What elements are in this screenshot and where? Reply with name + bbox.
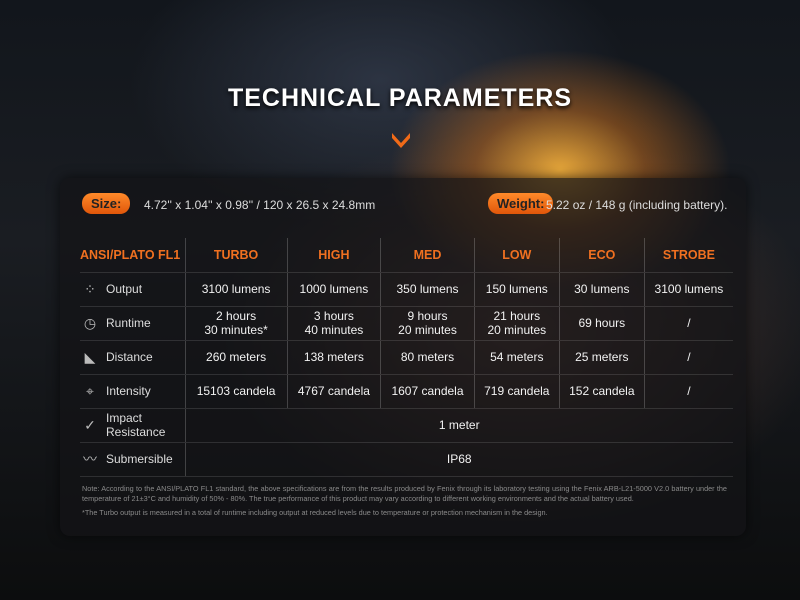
column-header: LOW: [473, 238, 560, 273]
distance-beam-icon: ◣: [84, 349, 96, 365]
table-cell: 25 meters: [558, 340, 645, 375]
size-value: 4.72'' x 1.04'' x 0.98'' / 120 x 26.5 x …: [144, 198, 376, 212]
table-row: 〰 Submersible IP68: [80, 442, 733, 477]
table-row: ◣ Distance 260 meters 138 meters 80 meters 54…: [80, 340, 733, 375]
table-cell: 3 hours 40 minutes: [286, 306, 381, 341]
table-cell: /: [643, 374, 733, 409]
row-label: Submersible: [106, 452, 173, 466]
row-label-cell: 〰 Submersible: [80, 442, 185, 477]
table-cell: /: [643, 340, 733, 375]
clock-icon: ◷: [83, 315, 97, 331]
row-label-cell: ⌖ Intensity: [80, 374, 185, 409]
impact-check-icon: ✓: [84, 417, 96, 433]
table-cell: /: [643, 306, 733, 341]
table-cell: 2 hours 30 minutes*: [184, 306, 288, 341]
row-label-cell: ⁘ Output: [80, 272, 185, 307]
note-text: Note: According to the ANSI/PLATO FL1 st…: [82, 484, 727, 518]
weight-badge: Weight:: [488, 193, 554, 214]
column-header: HIGH: [286, 238, 381, 273]
column-header: MED: [380, 238, 475, 273]
table-cell: 138 meters: [286, 340, 381, 375]
spec-table: ANSI/PLATO FL1 TURBO HIGH MED LOW ECO STROBE ⁘…: [80, 238, 733, 477]
crosshair-icon: ⌖: [86, 383, 94, 399]
spec-panel: Size: 4.72'' x 1.04'' x 0.98'' / 120 x 2…: [60, 178, 746, 536]
table-cell: 54 meters: [473, 340, 560, 375]
table-cell: 69 hours: [558, 306, 645, 341]
table-row: ◷ Runtime 2 hours 30 minutes* 3 hours 40 mi…: [80, 306, 733, 341]
footnote: *The Turbo output is measured in a total…: [82, 508, 548, 517]
table-cell: 152 candela: [558, 374, 645, 409]
size-badge: Size:: [82, 193, 131, 214]
water-wave-icon: 〰: [83, 451, 97, 467]
table-cell: 9 hours 20 minutes: [380, 306, 475, 341]
row-label: Runtime: [106, 316, 151, 330]
chevron-down-icon: [392, 133, 410, 148]
table-row: ✓ Impact Resistance 1 meter: [80, 408, 733, 443]
column-header: ECO: [558, 238, 645, 273]
table-header-row: ANSI/PLATO FL1 TURBO HIGH MED LOW ECO STROBE: [80, 238, 733, 273]
table-cell: 3100 lumens: [184, 272, 288, 307]
table-cell: 719 candela: [473, 374, 560, 409]
row-label: Impact Resistance: [106, 411, 166, 439]
table-cell: 350 lumens: [380, 272, 475, 307]
note: Note: According to the ANSI/PLATO FL1 st…: [82, 484, 727, 503]
merged-cell: IP68: [184, 442, 733, 477]
table-cell: 80 meters: [380, 340, 475, 375]
table-cell: 1607 candela: [380, 374, 475, 409]
row-label-cell: ◣ Distance: [80, 340, 185, 375]
table-row: ⌖ Intensity 15103 candela 4767 candela 1607 …: [80, 374, 733, 409]
column-header: TURBO: [184, 238, 288, 273]
column-header: ANSI/PLATO FL1: [80, 238, 185, 273]
table-cell: 150 lumens: [473, 272, 560, 307]
row-label-cell: ◷ Runtime: [80, 306, 185, 341]
weight-value: 5.22 oz / 148 g (including battery).: [546, 198, 728, 212]
table-row: ⁘ Output 3100 lumens 1000 lumens 350 lumens 1…: [80, 272, 733, 307]
page-title: TECHNICAL PARAMETERS: [227, 84, 573, 112]
table-cell: 15103 candela: [184, 374, 288, 409]
row-label-cell: ✓ Impact Resistance: [80, 408, 185, 443]
merged-cell: 1 meter: [184, 408, 733, 443]
table-cell: 21 hours 20 minutes: [473, 306, 560, 341]
row-label: Output: [106, 282, 143, 296]
table-cell: 4767 candela: [286, 374, 381, 409]
table-cell: 1000 lumens: [286, 272, 381, 307]
output-rays-icon: ⁘: [84, 281, 96, 297]
table-cell: 260 meters: [184, 340, 288, 375]
table-cell: 30 lumens: [558, 272, 645, 307]
row-label: Distance: [106, 350, 153, 364]
column-header: STROBE: [643, 238, 733, 273]
row-label: Intensity: [106, 384, 151, 398]
table-cell: 3100 lumens: [643, 272, 733, 307]
